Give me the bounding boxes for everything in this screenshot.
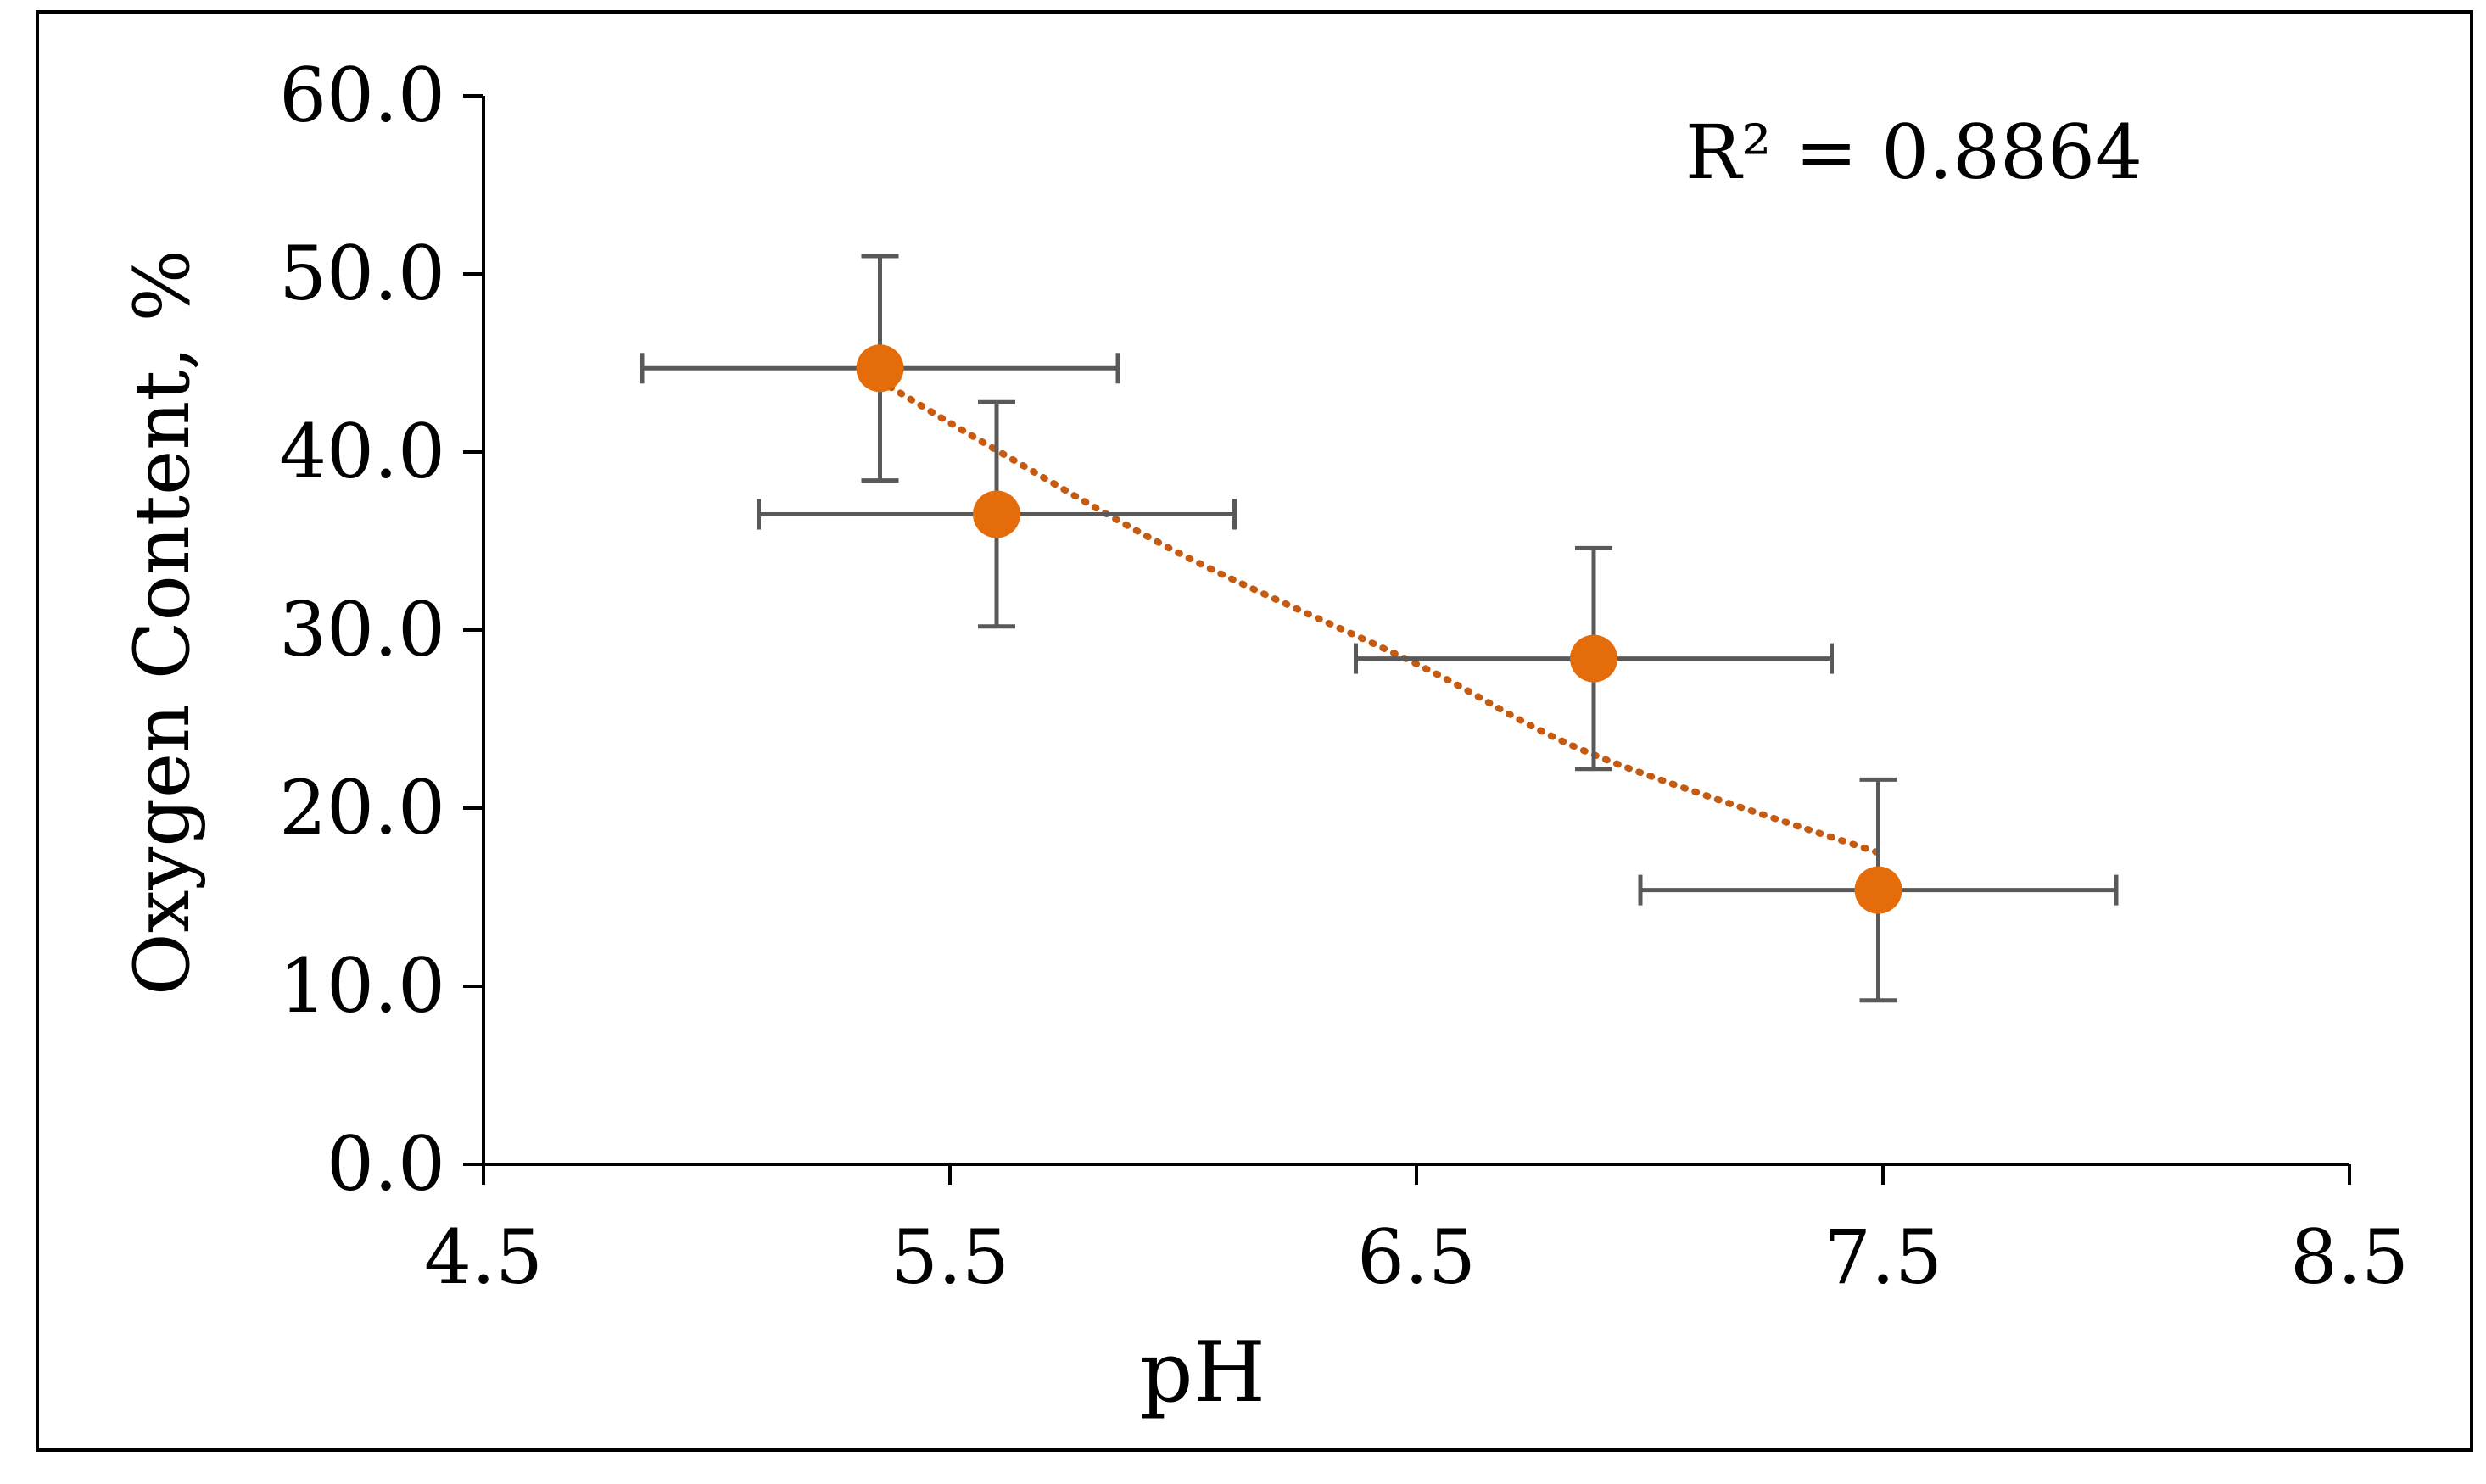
x-tick-label: 7.5 [1824, 1213, 1942, 1301]
data-point [1570, 634, 1617, 683]
y-tick-label: 10.0 [279, 942, 445, 1029]
y-tick-label: 0.0 [327, 1120, 445, 1208]
trendline-path [876, 377, 1882, 856]
x-tick-label: 8.5 [2290, 1213, 2409, 1301]
y-axis-ticks: 0.0 10.0 20.0 30.0 40.0 50.0 60.0 [279, 52, 483, 1208]
x-tick-label: 6.5 [1357, 1213, 1476, 1301]
y-tick-label: 30.0 [279, 586, 445, 673]
data-point [856, 344, 904, 393]
data-point [973, 490, 1020, 538]
r-squared-annotation: R² = 0.8864 [1685, 109, 2142, 196]
x-tick-label: 4.5 [424, 1213, 543, 1301]
chart-frame [36, 10, 2473, 1452]
y-tick-label: 60.0 [279, 52, 445, 139]
x-axis-ticks: 4.5 5.5 6.5 7.5 8.5 [424, 1164, 2409, 1301]
data-point [1854, 866, 1902, 914]
y-tick-label: 20.0 [279, 764, 445, 851]
trendline [876, 377, 1882, 856]
y-axis-label: Oxygen Content, % [118, 249, 207, 996]
data-points [856, 344, 1902, 914]
y-tick-label: 50.0 [279, 230, 445, 317]
x-tick-label: 5.5 [891, 1213, 1009, 1301]
x-axis-label: pH [1140, 1325, 1265, 1421]
y-tick-label: 40.0 [279, 408, 445, 495]
